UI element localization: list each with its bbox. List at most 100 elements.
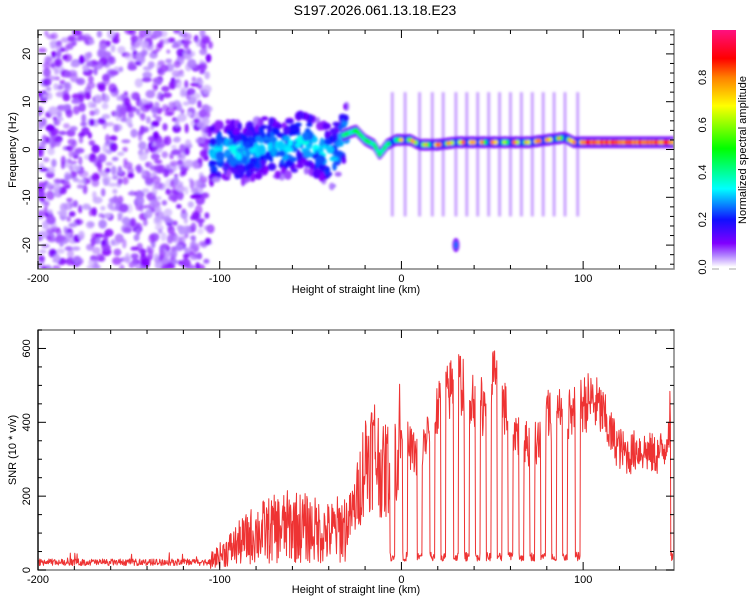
heatmap-blob <box>127 64 137 71</box>
heatmap-blob <box>184 47 191 55</box>
heatmap-blob <box>245 129 254 137</box>
heatmap-blob <box>87 132 92 139</box>
heatmap-blob <box>96 236 101 245</box>
heatmap-blob <box>177 159 183 165</box>
heatmap-blob <box>208 41 213 49</box>
x-tick-label: 100 <box>574 574 592 586</box>
heatmap-blob <box>319 137 325 147</box>
heatmap-blob <box>316 169 322 175</box>
heatmap-blob <box>209 137 217 147</box>
heatmap-blob <box>155 206 162 213</box>
heatmap-blob <box>225 169 232 178</box>
heatmap-blob <box>46 92 53 100</box>
heatmap-blob <box>184 147 190 156</box>
heatmap-blob <box>176 204 182 209</box>
heatmap-blob <box>82 203 91 210</box>
heatmap-ridge-core <box>526 140 531 145</box>
y-tick-label: 0 <box>21 567 33 573</box>
heatmap-blob <box>159 249 166 259</box>
heatmap-blob <box>278 150 286 157</box>
heatmap-blob <box>49 40 59 47</box>
heatmap-blob <box>108 182 118 187</box>
heatmap-blob <box>47 209 53 216</box>
heatmap-blob <box>135 97 142 107</box>
heatmap-blob <box>192 92 201 100</box>
heatmap-blob <box>46 167 56 174</box>
y-tick-label: 400 <box>21 413 33 431</box>
heatmap-blob <box>43 157 50 163</box>
heatmap-blob <box>342 114 349 122</box>
heatmap-blob <box>81 126 90 136</box>
heatmap-blob <box>154 182 164 190</box>
heatmap-blob <box>90 240 95 247</box>
heatmap-streak <box>519 92 523 217</box>
heatmap-blob <box>329 157 339 162</box>
heatmap-blob <box>197 228 204 235</box>
heatmap-blob <box>117 177 123 185</box>
heatmap-blob <box>276 140 285 149</box>
heatmap-blob <box>189 241 196 249</box>
heatmap-blob <box>67 249 74 259</box>
heatmap-blob <box>139 112 146 121</box>
heatmap-blob <box>193 118 200 124</box>
heatmap-blob <box>64 70 72 78</box>
heatmap-blob <box>258 167 265 174</box>
heatmap-blob <box>153 164 164 174</box>
heatmap-streak <box>441 92 445 217</box>
heatmap-blob <box>91 207 97 217</box>
heatmap-blob <box>46 235 52 240</box>
heatmap-ridge-core <box>572 140 577 145</box>
heatmap-blob <box>102 73 110 82</box>
heatmap-streak <box>509 92 512 217</box>
heatmap-blob <box>125 252 130 261</box>
heatmap-blob <box>66 197 73 203</box>
heatmap-blob <box>198 109 207 118</box>
heatmap-blob <box>46 33 56 40</box>
heatmap-blob <box>143 127 148 133</box>
heatmap-blob <box>78 30 83 37</box>
heatmap-blob <box>181 208 187 214</box>
heatmap-blob <box>40 197 46 203</box>
heatmap-blob <box>285 119 294 124</box>
heatmap-blob <box>85 39 90 45</box>
heatmap-blob <box>236 163 245 174</box>
heatmap-blob <box>177 113 187 122</box>
heatmap-blob <box>151 176 161 184</box>
heatmap-blob <box>78 170 89 178</box>
heatmap-blob <box>94 94 103 104</box>
heatmap-blob <box>154 159 163 164</box>
heatmap-blob <box>100 188 106 197</box>
heatmap-blob <box>147 61 155 69</box>
heatmap-blob <box>301 131 311 142</box>
heatmap-blob <box>87 39 95 45</box>
heatmap-blob <box>107 202 114 210</box>
heatmap-blob <box>143 103 154 110</box>
colorbar-label: Normalized spectral amplitude <box>737 76 749 224</box>
heatmap-blob <box>114 233 124 244</box>
heatmap-blob <box>161 85 170 92</box>
heatmap-blob <box>176 186 186 193</box>
heatmap-blob <box>130 92 139 101</box>
snr-series <box>38 350 674 569</box>
heatmap-ridge-core <box>504 140 509 145</box>
heatmap-blob <box>88 75 94 84</box>
heatmap-blob <box>146 116 151 124</box>
heatmap-ridge-core <box>437 142 442 147</box>
heatmap-blob <box>332 121 341 127</box>
heatmap-streak <box>418 92 422 217</box>
heatmap-blob <box>85 53 92 60</box>
heatmap-blob <box>89 110 96 116</box>
heatmap-blob <box>303 167 309 175</box>
y-tick-label: 200 <box>21 487 33 505</box>
heatmap-blob <box>234 153 240 158</box>
heatmap-blob <box>174 73 185 78</box>
heatmap-blob <box>228 141 234 146</box>
heatmap-blob <box>83 92 91 100</box>
heatmap-blob <box>171 149 181 156</box>
heatmap-blob <box>156 141 162 148</box>
heatmap-blob <box>201 132 209 138</box>
heatmap-blob <box>208 160 218 166</box>
bottom-axes-frame <box>37 329 675 571</box>
